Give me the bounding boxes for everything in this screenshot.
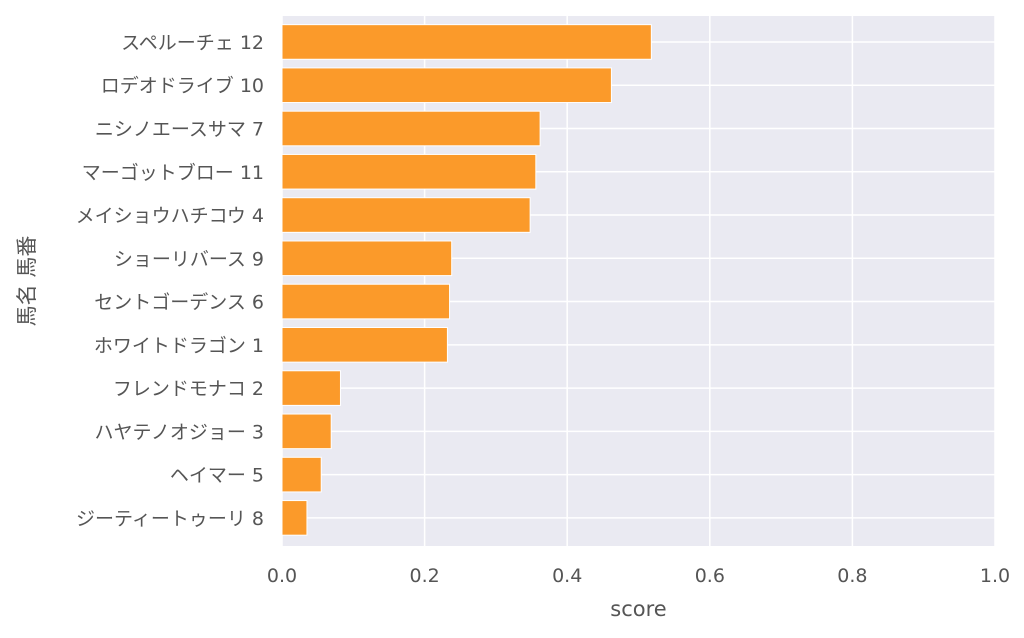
bar [281,67,612,104]
y-tick-label: ロデオドライブ 10 [101,74,264,97]
x-axis-title: score [610,597,666,621]
y-tick-label: ハヤテノオジョー 3 [94,421,264,443]
bar [281,370,341,406]
y-tick-label: フレンドモナコ 2 [113,378,264,400]
bar [281,456,322,493]
x-tick-label: 0.2 [409,565,439,587]
x-tick-label: 0.6 [695,565,725,587]
x-tick-label: 0.4 [552,565,582,587]
y-tick-label: メイショウハチコウ 4 [76,205,264,227]
bar [281,110,541,147]
y-tick-label: ホワイトドラゴン 1 [94,335,264,357]
bar [281,327,448,363]
bar [281,283,451,320]
y-tick-label: ジーティートゥーリ 8 [76,508,264,530]
y-tick-label: ヘイマー 5 [170,465,264,487]
bar [281,413,332,450]
x-tick-label: 0.8 [837,565,867,587]
bar [281,153,537,190]
plot-area [282,16,995,546]
y-tick-label: マーゴットブロー 11 [82,161,264,184]
bar [281,240,453,277]
y-tick-label: ショーリバース 9 [114,248,264,270]
bar [281,500,308,536]
bar [281,197,531,233]
y-tick-labels: スペルーチェ 12 ロデオドライブ 10 ニシノエースサマ 7 マーゴットブロー 11… [76,32,264,530]
x-tick-label: 0.0 [267,565,297,587]
y-tick-label: ニシノエースサマ 7 [95,118,264,140]
bars [281,24,652,536]
x-tick-label: 1.0 [980,565,1010,587]
x-tick-labels: 0.0 0.2 0.4 0.6 0.8 1.0 [267,565,1010,587]
y-tick-label: セントゴーデンス 6 [94,292,264,314]
bar [281,24,652,60]
y-tick-label: スペルーチェ 12 [121,32,264,54]
y-axis-title: 馬名 馬番 [15,236,39,327]
